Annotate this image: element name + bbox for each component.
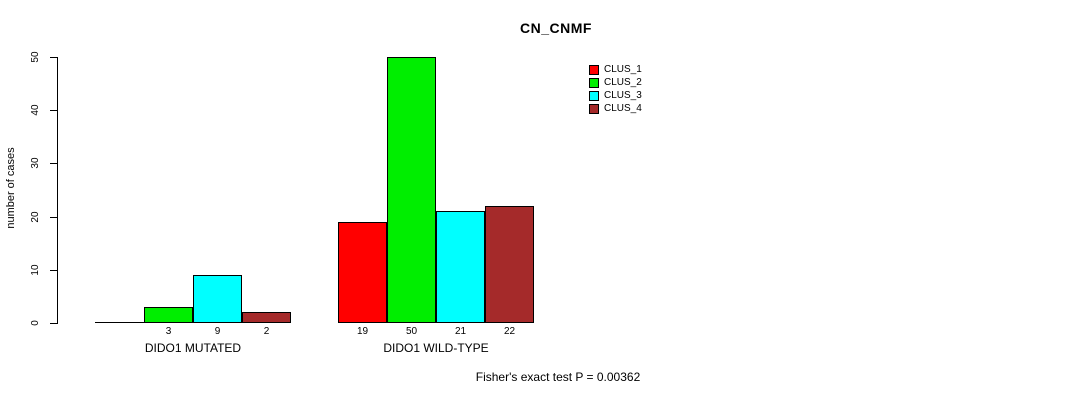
- group-label: DIDO1 WILD-TYPE: [383, 341, 489, 355]
- legend-swatch: [589, 90, 599, 101]
- bar-value-label: 50: [405, 326, 418, 337]
- y-axis-tick: [50, 162, 57, 164]
- legend-item: CLUS_1: [589, 63, 642, 76]
- legend-swatch: [589, 64, 599, 75]
- legend-item: CLUS_4: [589, 102, 642, 115]
- bar-clus_3-group1: [193, 275, 242, 323]
- bar-value-label: 2: [263, 326, 270, 337]
- bar-value-label: 21: [454, 326, 467, 337]
- y-axis-tick: [50, 216, 57, 218]
- bar-value-label: 19: [356, 326, 369, 337]
- bar-clus_2-group1: [144, 307, 193, 323]
- chart-title: CN_CNMF: [520, 20, 592, 36]
- legend-label: CLUS_3: [604, 90, 642, 101]
- legend-swatch: [589, 77, 599, 88]
- bar-value-label: 9: [214, 326, 221, 337]
- y-axis-tick: [50, 109, 57, 111]
- y-axis-line: [57, 57, 58, 324]
- legend-label: CLUS_2: [604, 77, 642, 88]
- y-axis-tick: [50, 56, 57, 58]
- legend-swatch: [589, 103, 599, 114]
- legend-label: CLUS_4: [604, 103, 642, 114]
- legend-item: CLUS_3: [589, 89, 642, 102]
- legend-item: CLUS_2: [589, 76, 642, 89]
- bar-clus_4-group1: [242, 312, 291, 323]
- y-axis-tick: [50, 322, 57, 324]
- group-label: DIDO1 MUTATED: [144, 341, 242, 355]
- bar-value-label: 3: [165, 326, 172, 337]
- legend-label: CLUS_1: [604, 64, 642, 75]
- legend: CLUS_1 CLUS_2 CLUS_3 CLUS_4: [589, 63, 642, 115]
- bar-clus_4-group2: [485, 206, 534, 323]
- caption: Fisher's exact test P = 0.00362: [475, 370, 641, 384]
- bar-clus_1-group2: [338, 222, 387, 323]
- bar-value-label: 22: [503, 326, 516, 337]
- y-axis-tick: [50, 269, 57, 271]
- bar-clus_2-group2: [387, 57, 436, 323]
- bar-clus_3-group2: [436, 211, 485, 323]
